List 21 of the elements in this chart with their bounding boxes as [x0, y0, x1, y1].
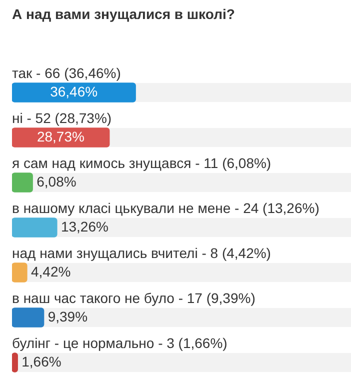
- y-tick-label: ні - 52 (28,73%): [12, 110, 112, 126]
- data-label: 13,26%: [60, 218, 108, 234]
- y-tick-label: булінг - це нормально - 3 (1,66%): [12, 335, 228, 351]
- bar: [12, 352, 18, 372]
- y-tick-label: в нашому класі цькували не мене - 24 (13,26%): [12, 200, 320, 216]
- y-tick-label: над нами знущались вчителі - 8 (4,42%): [12, 245, 271, 261]
- data-label: 9,39%: [48, 308, 88, 324]
- bar: [12, 308, 44, 328]
- data-label: 6,08%: [36, 173, 76, 190]
- bar: [12, 218, 58, 238]
- data-label: 28,73%: [36, 128, 84, 144]
- y-tick-label: в наш час такого не було - 17 (9,39%): [12, 290, 256, 306]
- data-label: 1,66%: [22, 353, 62, 370]
- bar: [12, 262, 28, 282]
- y-tick-label: я сам над кимось знущався - 11 (6,08%): [12, 155, 272, 171]
- data-label: 4,42%: [30, 263, 71, 280]
- bar: [12, 172, 33, 192]
- y-tick-label: так - 66 (36,46%): [12, 65, 121, 81]
- data-label: 36,46%: [50, 83, 98, 100]
- chart-title: А над вами знущалися в школі?: [12, 6, 235, 22]
- bar: [12, 128, 110, 148]
